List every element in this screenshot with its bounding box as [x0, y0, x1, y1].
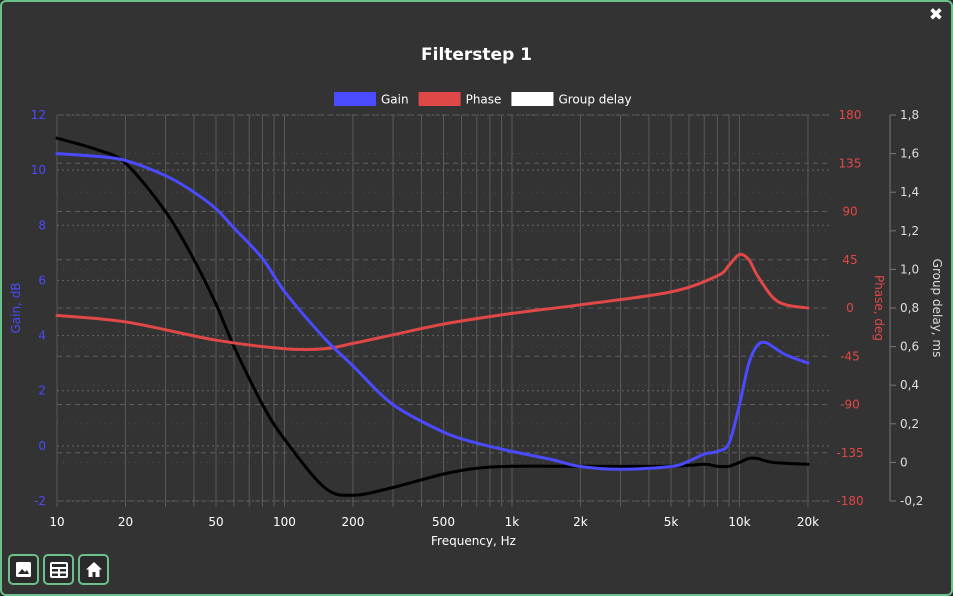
delay-tick-label: 1,2	[900, 224, 919, 238]
delay-tick-label: 0,6	[900, 340, 919, 354]
gain-tick-label: 0	[38, 439, 46, 453]
delay-tick-label: 1,6	[900, 147, 919, 161]
gain-tick-label: 6	[38, 273, 46, 287]
home-button[interactable]	[78, 554, 109, 585]
gain-tick-label: 4	[38, 329, 46, 343]
delay-tick-label: 0,4	[900, 378, 919, 392]
phase-tick-label: -180	[836, 494, 863, 508]
x-tick-label: 10	[49, 515, 64, 529]
legend-label: Group delay	[558, 93, 631, 107]
legend-swatch	[418, 92, 461, 106]
delay-tick-label: -0,2	[900, 494, 923, 508]
x-tick-label: 20	[118, 515, 133, 529]
chart-title: Filterstep 1	[421, 45, 532, 65]
x-tick-label: 200	[342, 515, 365, 529]
phase-tick-label: 90	[842, 205, 857, 219]
x-tick-label: 10k	[728, 515, 750, 529]
x-tick-label: 2k	[573, 515, 588, 529]
x-tick-label: 5k	[664, 515, 679, 529]
home-icon	[85, 562, 102, 577]
phase-tick-label: 180	[839, 108, 862, 122]
chart-series	[55, 136, 810, 497]
phase-tick-label: -135	[836, 446, 863, 460]
x-tick-label: 100	[273, 515, 296, 529]
delay-tick-label: 0,8	[900, 301, 919, 315]
gain-tick-label: 12	[31, 108, 46, 122]
legend-swatch	[334, 92, 376, 106]
delay-tick-label: 1,4	[900, 185, 919, 199]
table-view-button[interactable]	[43, 554, 74, 585]
x-tick-label: 50	[208, 515, 223, 529]
phase-tick-label: 45	[842, 253, 857, 267]
x-axis-label: Frequency, Hz	[431, 534, 516, 547]
table-icon	[49, 561, 68, 578]
phase-tick-label: -90	[840, 398, 860, 412]
legend-label: Phase	[466, 93, 502, 107]
gain-tick-label: 2	[38, 384, 46, 398]
delay-axis-label: Group delay, ms	[930, 259, 944, 358]
legend-label: Gain	[381, 93, 409, 107]
group-delay-series-line	[55, 136, 810, 497]
frequency-response-chart: Gain Phase Group delay 10 20 50 100 200 500 1k 2k…	[9, 92, 944, 547]
bottom-toolbar	[8, 554, 109, 585]
gain-tick-label: 8	[38, 218, 46, 232]
x-tick-label: 1k	[505, 515, 520, 529]
delay-tick-label: 1,0	[900, 262, 919, 276]
delay-tick-label: 0	[900, 455, 908, 469]
chart-legend: Gain Phase Group delay	[334, 92, 632, 107]
legend-swatch	[511, 92, 554, 106]
chart-grid	[56, 114, 830, 507]
gain-axis-label: Gain, dB	[9, 282, 23, 333]
gain-tick-label: -2	[34, 494, 46, 508]
phase-tick-label: 135	[839, 156, 862, 170]
gain-tick-label: 10	[31, 163, 46, 177]
x-tick-label: 20k	[797, 515, 819, 529]
close-icon[interactable]: ✖	[928, 5, 944, 25]
gain-series-line	[55, 152, 810, 471]
phase-axis-label: Phase, deg	[872, 275, 886, 341]
save-image-button[interactable]	[8, 554, 39, 585]
phase-tick-label: 0	[846, 301, 854, 315]
phase-series-line	[55, 252, 810, 352]
x-tick-label: 500	[432, 515, 455, 529]
image-icon	[16, 562, 31, 577]
phase-tick-label: -45	[840, 349, 860, 363]
delay-tick-label: 0,2	[900, 417, 919, 431]
delay-tick-label: 1,8	[900, 108, 919, 122]
